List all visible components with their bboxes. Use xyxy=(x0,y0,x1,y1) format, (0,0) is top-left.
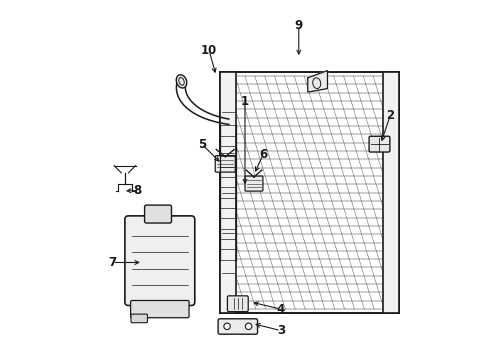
Polygon shape xyxy=(308,71,327,92)
Text: 7: 7 xyxy=(108,256,117,269)
Text: 3: 3 xyxy=(277,324,285,337)
Ellipse shape xyxy=(176,75,187,88)
FancyBboxPatch shape xyxy=(131,301,189,318)
Text: 9: 9 xyxy=(294,19,303,32)
Bar xyxy=(220,72,236,313)
FancyBboxPatch shape xyxy=(215,156,235,172)
FancyBboxPatch shape xyxy=(125,216,195,306)
FancyBboxPatch shape xyxy=(245,176,263,191)
Text: 5: 5 xyxy=(198,138,206,150)
Bar xyxy=(220,72,399,313)
FancyBboxPatch shape xyxy=(145,205,171,223)
Text: 1: 1 xyxy=(241,95,249,108)
FancyBboxPatch shape xyxy=(369,136,390,152)
FancyBboxPatch shape xyxy=(218,319,258,334)
FancyBboxPatch shape xyxy=(131,314,147,323)
Text: 4: 4 xyxy=(277,303,285,316)
Text: 6: 6 xyxy=(259,148,267,161)
Bar xyxy=(383,72,399,313)
Circle shape xyxy=(245,323,252,329)
Text: 2: 2 xyxy=(386,109,394,122)
Circle shape xyxy=(224,323,230,329)
Text: 8: 8 xyxy=(133,184,142,197)
FancyBboxPatch shape xyxy=(227,296,248,312)
Text: 10: 10 xyxy=(201,44,217,57)
